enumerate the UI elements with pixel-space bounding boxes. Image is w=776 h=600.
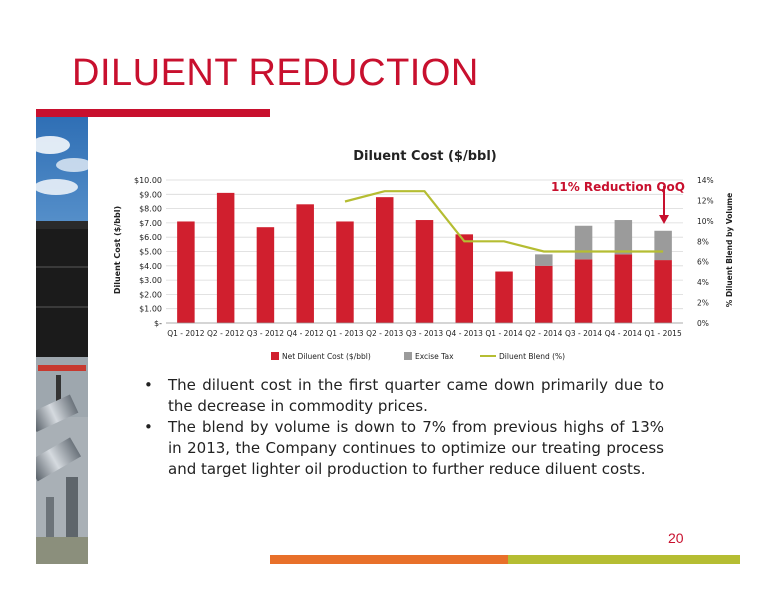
bar-net-diluent-cost — [336, 221, 354, 323]
bar-net-diluent-cost — [256, 227, 275, 323]
y2-tick-label: 4% — [697, 278, 709, 287]
bar-net-diluent-cost — [296, 204, 314, 323]
y2-axis-label: % Diluent Blend by Volume — [725, 193, 734, 307]
y-tick-label: $8.00 — [139, 205, 162, 214]
y-tick-label: $4.00 — [139, 262, 162, 271]
y2-tick-label: 8% — [697, 237, 709, 246]
y2-tick-label: 12% — [697, 196, 714, 205]
legend-excise-label: Excise Tax — [415, 352, 454, 361]
y2-tick-label: 14% — [697, 176, 714, 185]
y-tick-label: $10.00 — [134, 176, 162, 185]
legend-net-swatch — [271, 352, 279, 360]
annotation-arrow — [659, 186, 669, 224]
bar-net-diluent-cost — [455, 234, 474, 323]
bar-net-diluent-cost — [415, 220, 434, 323]
chart-title: Diluent Cost ($/bbl) — [353, 149, 496, 164]
bar-net-diluent-cost — [375, 197, 394, 323]
footer-bar-orange — [270, 555, 508, 564]
chart-legend: Net Diluent Cost ($/bbl) Excise Tax Dilu… — [271, 352, 565, 361]
y-tick-label: $2.00 — [139, 290, 162, 299]
x-tick-label: Q3 - 2013 — [406, 329, 443, 338]
x-tick-label: Q2 - 2014 — [525, 329, 562, 338]
bullet-text: The diluent cost in the first quarter ca… — [168, 376, 664, 415]
bar-excise-tax — [574, 225, 593, 260]
reduction-annotation: 11% Reduction QoQ — [551, 180, 685, 194]
legend-net-label: Net Diluent Cost ($/bbl) — [282, 352, 371, 361]
y-tick-label: $7.00 — [139, 219, 162, 228]
bar-net-diluent-cost — [216, 192, 235, 323]
bar-net-diluent-cost — [654, 260, 672, 323]
y-tick-label: $6.00 — [139, 233, 162, 242]
bar-excise-tax — [654, 230, 672, 261]
y2-tick-label: 0% — [697, 319, 709, 328]
x-tick-label: Q1 - 2015 — [644, 329, 681, 338]
x-tick-label: Q2 - 2012 — [207, 329, 244, 338]
slide-title: DILUENT REDUCTION — [72, 52, 479, 94]
legend-excise-swatch — [404, 352, 412, 360]
bullet-list: • The diluent cost in the first quarter c… — [144, 375, 664, 480]
x-tick-label: Q3 - 2012 — [247, 329, 284, 338]
page-number: 20 — [668, 530, 684, 546]
x-tick-label: Q3 - 2014 — [565, 329, 602, 338]
bullet-item: • The diluent cost in the first quarter c… — [144, 375, 664, 417]
x-tick-label: Q1 - 2014 — [485, 329, 522, 338]
y2-tick-label: 10% — [697, 217, 714, 226]
bar-excise-tax — [535, 254, 553, 266]
bar-excise-tax — [614, 220, 633, 255]
y-tick-label: $5.00 — [139, 248, 162, 257]
legend-blend-label: Diluent Blend (%) — [499, 352, 565, 361]
y-axis-label: Diluent Cost ($/bbl) — [113, 206, 122, 294]
chart-svg: Diluent Cost ($/bbl) $10.00 $9.00 $8.00 $7.… — [113, 149, 734, 361]
title-accent-bar — [36, 109, 270, 117]
bar-net-diluent-cost — [614, 254, 633, 323]
bullet-text: The blend by volume is down to 7% from p… — [168, 418, 664, 478]
line-diluent-blend — [344, 190, 664, 253]
y2-tick-label: 2% — [697, 299, 709, 308]
bullet-marker: • — [144, 418, 153, 436]
y2-tick-label: 6% — [697, 258, 709, 267]
x-tick-label: Q1 - 2013 — [326, 329, 363, 338]
oil-facility-photo — [36, 117, 88, 564]
x-tick-label: Q4 - 2012 — [287, 329, 324, 338]
bullet-marker: • — [144, 376, 153, 394]
y-tick-label: $9.00 — [139, 190, 162, 199]
y-tick-label: $3.00 — [139, 276, 162, 285]
bullet-item: • The blend by volume is down to 7% from … — [144, 417, 664, 480]
y-tick-label: $1.00 — [139, 305, 162, 314]
y-tick-label: $- — [154, 319, 162, 328]
x-tick-label: Q4 - 2013 — [446, 329, 483, 338]
x-tick-label: Q2 - 2013 — [366, 329, 403, 338]
bar-net-diluent-cost — [177, 221, 195, 323]
x-tick-label: Q4 - 2014 — [605, 329, 642, 338]
diluent-cost-chart: Diluent Cost ($/bbl) $10.00 $9.00 $8.00 $7.… — [100, 140, 740, 370]
footer-bar-green — [508, 555, 740, 564]
x-tick-label: Q1 - 2012 — [167, 329, 204, 338]
bar-net-diluent-cost — [495, 271, 513, 323]
bar-net-diluent-cost — [574, 259, 593, 323]
bar-net-diluent-cost — [535, 265, 553, 323]
